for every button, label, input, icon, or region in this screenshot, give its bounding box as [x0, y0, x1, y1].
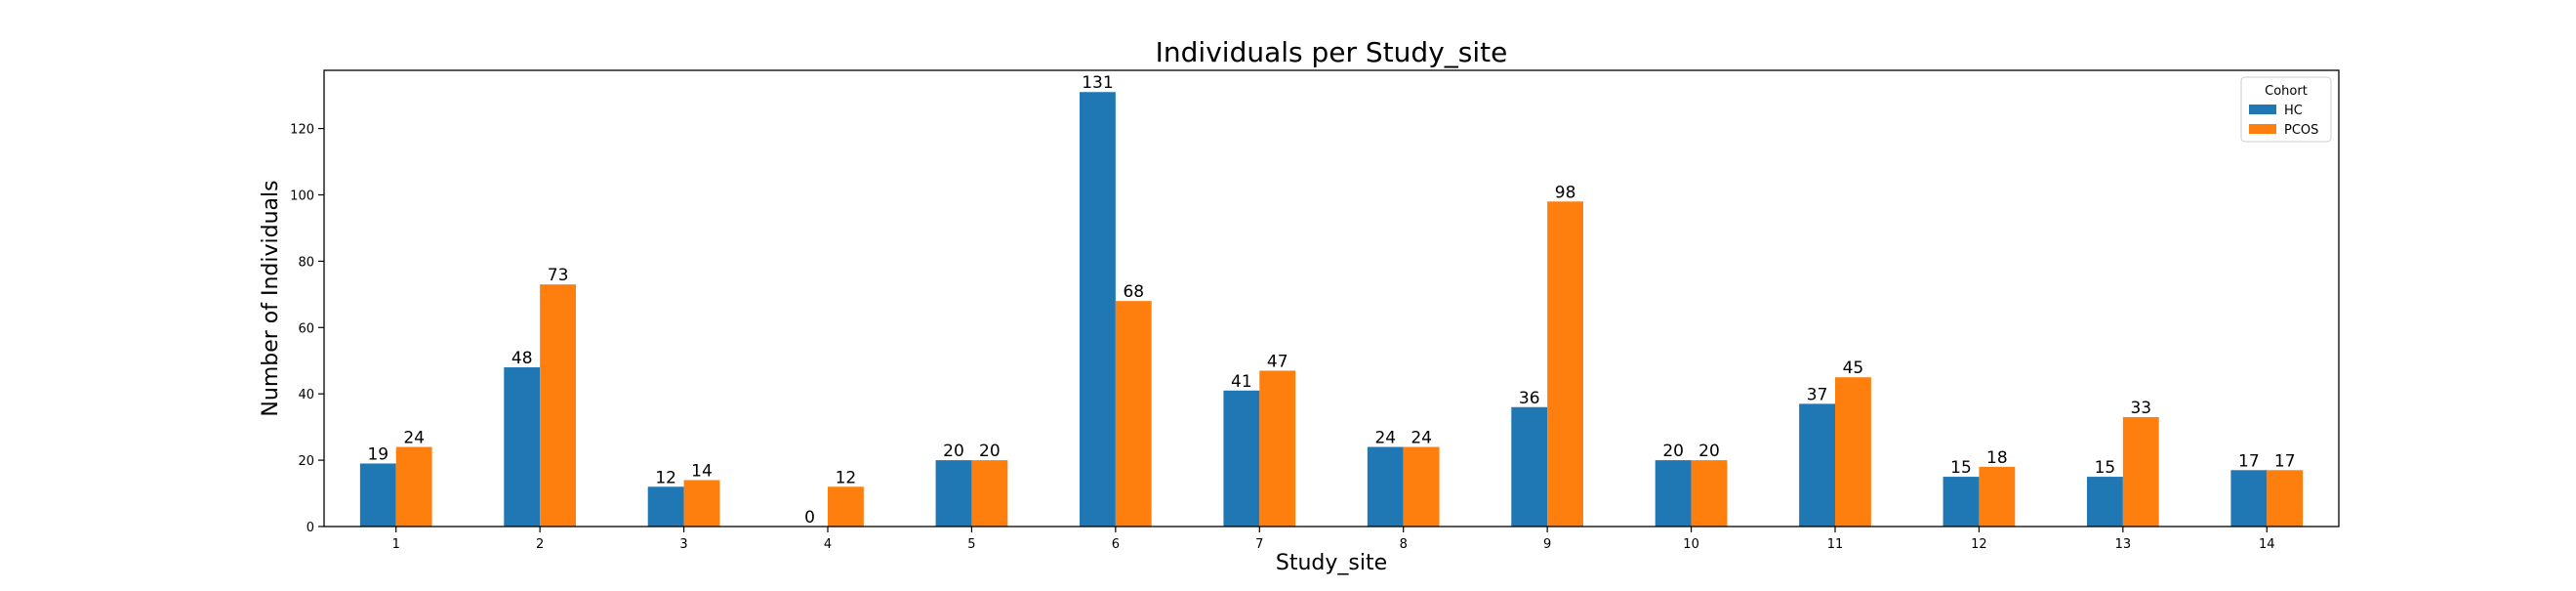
bar-pcos-3: [683, 480, 720, 527]
data-label-pcos-3: 14: [691, 461, 713, 481]
bar-pcos-13: [2122, 416, 2159, 527]
x-axis-label: Study_site: [1276, 551, 1387, 575]
bar-hc-7: [1223, 390, 1260, 527]
x-tick-label: 11: [1827, 537, 1844, 552]
data-label-pcos-14: 17: [2274, 451, 2296, 471]
bar-pcos-9: [1547, 201, 1583, 528]
bar-pcos-11: [1835, 377, 1871, 527]
x-axis-ticks: 1 2 3 4 5 6 7 8 9 10 11 12 13 14: [392, 527, 2275, 552]
bar-hc-2: [504, 367, 541, 527]
bar-hc-10: [1655, 460, 1692, 527]
bar-hc-12: [1942, 477, 1980, 527]
legend: Cohort HC PCOS: [2240, 76, 2332, 143]
y-axis-ticks: 0 20 40 60 80 100 120: [290, 123, 324, 535]
legend-swatch-hc: [2249, 105, 2276, 114]
bar-hc-9: [1511, 406, 1548, 527]
data-label-hc-5: 20: [943, 442, 964, 461]
data-label-pcos-6: 68: [1123, 282, 1144, 302]
plot-frame: [323, 69, 2340, 528]
bar-hc-3: [647, 486, 684, 527]
x-tick-label: 2: [536, 537, 544, 552]
x-tick-label: 7: [1255, 537, 1263, 552]
y-tick-label: 80: [298, 255, 314, 270]
x-tick-label: 6: [1112, 537, 1120, 552]
data-label-hc-2: 48: [511, 349, 533, 368]
data-label-pcos-5: 20: [979, 442, 1001, 461]
data-label-hc-7: 41: [1231, 372, 1252, 392]
x-tick-label: 14: [2259, 537, 2275, 552]
x-tick-label: 12: [1971, 537, 1987, 552]
x-tick-label: 1: [392, 537, 400, 552]
y-tick-label: 120: [290, 123, 314, 138]
data-label-pcos-10: 20: [1698, 442, 1720, 461]
data-label-hc-11: 37: [1807, 385, 1828, 404]
x-tick-label: 10: [1683, 537, 1699, 552]
bar-pcos-8: [1403, 446, 1440, 527]
x-tick-label: 3: [679, 537, 687, 552]
bar-hc-14: [2230, 470, 2268, 527]
bars-group: [359, 92, 2304, 528]
x-tick-label: 8: [1400, 537, 1408, 552]
data-label-hc-12: 15: [1950, 458, 1972, 478]
data-label-pcos-9: 98: [1555, 183, 1576, 202]
data-label-hc-10: 20: [1662, 442, 1684, 461]
bar-hc-13: [2087, 477, 2123, 527]
data-label-pcos-1: 24: [403, 429, 425, 448]
bar-pcos-10: [1691, 460, 1728, 527]
chart-title: Individuals per Study_site: [1156, 36, 1508, 68]
x-tick-label: 4: [824, 537, 832, 552]
bar-hc-1: [359, 463, 396, 527]
legend-label-pcos: PCOS: [2284, 123, 2318, 138]
legend-swatch-pcos: [2249, 124, 2276, 134]
y-tick-label: 20: [298, 454, 314, 469]
x-tick-label: 9: [1543, 537, 1551, 552]
data-label-hc-4: 0: [804, 508, 815, 528]
y-tick-label: 100: [290, 189, 314, 203]
data-label-pcos-2: 73: [548, 266, 569, 285]
x-tick-label: 13: [2115, 537, 2132, 552]
bar-pcos-12: [1979, 466, 2016, 527]
bar-pcos-5: [971, 460, 1008, 527]
data-label-pcos-12: 18: [1986, 448, 2008, 468]
data-label-hc-14: 17: [2238, 451, 2260, 471]
y-tick-label: 40: [298, 388, 314, 402]
data-label-hc-8: 24: [1374, 429, 1396, 448]
bar-hc-5: [935, 460, 972, 527]
data-labels-group: 19 48 12 0 20 131 41 24 36 20 37 15 15 17 24 73 14 12 20 68…: [367, 73, 2295, 528]
bar-hc-8: [1367, 446, 1404, 527]
data-label-hc-13: 15: [2095, 458, 2116, 478]
data-label-pcos-11: 45: [1843, 359, 1864, 378]
bar-pcos-14: [2267, 470, 2304, 527]
data-label-pcos-7: 47: [1267, 352, 1288, 371]
x-tick-label: 5: [967, 537, 975, 552]
data-label-hc-9: 36: [1519, 389, 1540, 408]
data-label-pcos-8: 24: [1411, 429, 1432, 448]
bar-pcos-7: [1259, 370, 1296, 527]
y-tick-label: 60: [298, 321, 314, 336]
data-label-hc-3: 12: [655, 468, 676, 487]
bar-hc-11: [1799, 403, 1835, 527]
legend-items: HC PCOS: [2249, 104, 2318, 138]
data-label-pcos-4: 12: [836, 468, 857, 487]
bar-pcos-4: [828, 486, 864, 527]
bar-hc-6: [1080, 92, 1116, 527]
data-label-hc-6: 131: [1082, 73, 1113, 93]
bar-pcos-6: [1115, 301, 1152, 527]
bar-pcos-2: [540, 284, 576, 527]
y-axis-label: Number of Individuals: [259, 180, 283, 416]
legend-label-hc: HC: [2284, 104, 2303, 118]
data-label-hc-1: 19: [367, 444, 388, 464]
legend-title: Cohort: [2265, 84, 2308, 99]
bar-pcos-1: [395, 446, 432, 527]
y-tick-label: 0: [307, 521, 314, 535]
data-label-pcos-13: 33: [2130, 399, 2151, 418]
